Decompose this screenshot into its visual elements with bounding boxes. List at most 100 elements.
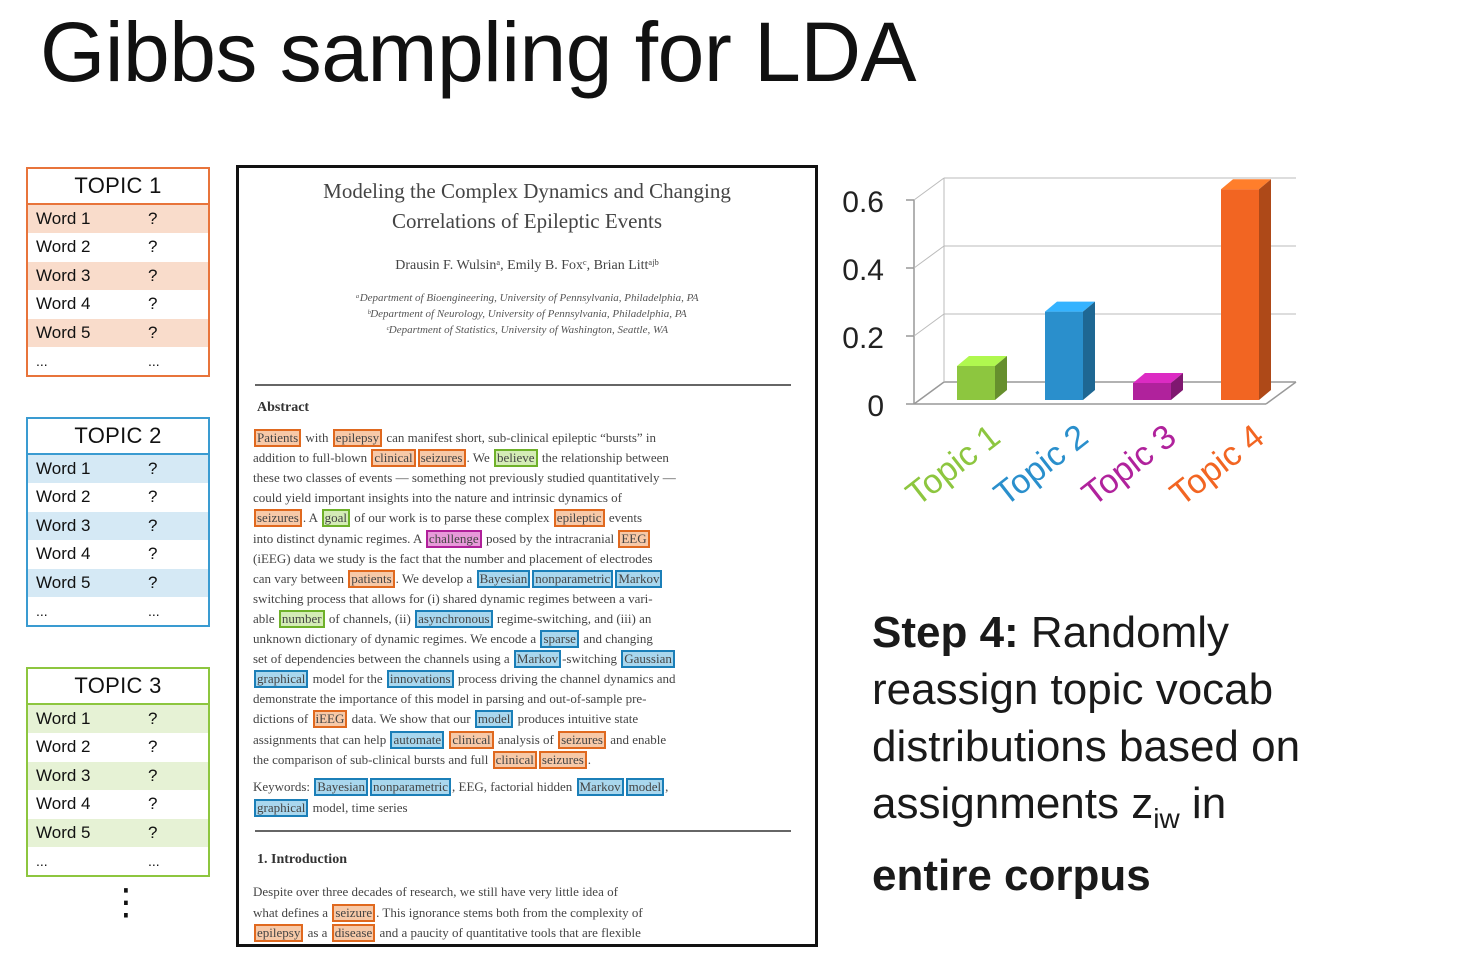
gridline [913,313,945,337]
highlighted-word: clinical [492,750,537,769]
topic-word-row: ...... [28,847,208,875]
paper-text: demonstrate the importance of this model… [253,691,647,707]
topic-word-row: Word 4? [28,790,208,818]
step-text: distributions based on [872,722,1301,771]
bar-top [1221,179,1271,190]
word-probability: ? [148,459,158,478]
paper-text: , EEG, factorial hidden [452,779,576,794]
paper-text-line: what defines a seizure. This ignorance s… [253,903,795,923]
y-tick-label: 0 [867,390,884,423]
paper-text: assignments that can help [253,731,390,747]
word-label: Word 3 [36,765,91,785]
paper-text-line: graphical model, time series [253,798,795,818]
topic-word-row: Word 2? [28,233,208,261]
highlighted-word: nonparametric [369,778,452,796]
highlighted-word: disease [331,924,376,942]
paper-text-line: (iEEG) data we study is the fact that th… [253,549,795,569]
paper-text: the comparison of sub-clinical bursts an… [253,751,492,767]
paper-text: model, time series [309,799,408,815]
paper-text: regime-switching, and (iii) an [493,610,652,626]
paper-affiliations: ᵃDepartment of Bioengineering, Universit… [239,290,815,338]
paper-text: dictions of [253,711,312,727]
bar-topic-2 [1045,301,1095,400]
bar-side [1083,301,1095,400]
paper-title-line2: Correlations of Epileptic Events [391,209,663,233]
highlighted-word: Patients [254,429,302,447]
intro-heading: 1. Introduction [257,852,347,867]
paper-text: (iEEG) data we study is the fact that th… [253,550,653,566]
paper-text-line: Keywords: Bayesian nonparametric, EEG, fa… [253,777,795,797]
paper-text: unknown dictionary of dynamic regimes. W… [253,631,540,646]
topic-word-row: Word 5? [28,318,208,347]
step-emphasis: entire corpus [872,850,1151,900]
word-probability: ? [148,209,158,228]
slide-title: Gibbs sampling for LDA [40,5,917,99]
y-axis-ticks: 0 0.2 0.4 0.6 [842,186,884,423]
paper-text: and a paucity of quantitative tools that… [376,925,641,940]
paper-text: with [302,430,332,445]
word-label: Word 4 [36,794,91,814]
paper-text: of channels, (ii) [325,610,415,626]
word-label: Word 5 [36,322,91,342]
topic-word-row: Word 1? [28,705,208,734]
paper-text-line: into distinct dynamic regimes. A challen… [253,529,795,549]
bar-front [1045,311,1083,400]
highlighted-word: clinical [449,730,494,749]
highlighted-word: sparse [540,630,579,648]
word-probability: ? [148,822,158,842]
topic-word-row: ...... [28,597,208,625]
word-probability: ? [148,572,158,592]
word-label: Word 3 [36,265,91,285]
y-tick-label: 0.6 [842,186,884,219]
word-label: ... [36,852,48,869]
highlighted-word: Gaussian [621,650,675,669]
paper-text-line: addition to full-blown clinical seizures.… [253,448,795,468]
bar-front [1133,383,1171,400]
paper-text: these two classes of events — something … [253,470,676,486]
paper-affiliation: ᵃDepartment of Bioengineering, Universit… [355,292,699,304]
highlighted-word: epileptic [553,509,605,528]
word-probability: ? [148,794,158,814]
word-label: Word 5 [36,572,91,592]
paper-text: and enable [606,731,667,747]
paper-text-line: set of dependencies between the channels… [253,649,795,669]
paper-rule [255,384,791,386]
paper-text: produces intuitive state [514,711,639,727]
chart-bars [957,179,1271,400]
topic-word-row: Word 2? [28,483,208,511]
highlighted-word: seizures [538,750,587,769]
floor-right-edge [1265,381,1297,405]
word-label: Word 1 [36,709,91,728]
bar-topic-4 [1221,179,1271,400]
paper-text-line: Patients with epilepsy can manifest shor… [253,428,795,448]
highlighted-word: iEEG [312,710,348,729]
paper-affiliation: ᶜDepartment of Statistics, University of… [385,324,669,336]
highlighted-word: Bayesian [476,569,531,588]
paper-text: , [665,779,669,794]
paper-text: into distinct dynamic regimes. A [253,530,425,546]
word-label: Word 5 [36,822,91,842]
paper-text-line: can vary between patients. We develop a … [253,569,795,589]
topic-word-row: Word 3? [28,761,208,791]
word-probability: ... [148,602,160,619]
abstract-heading: Abstract [257,400,310,415]
topic-heading: TOPIC 2 [28,419,208,455]
word-probability: ? [148,322,158,342]
paper-title: Modeling the Complex Dynamics and Changi… [239,176,815,236]
paper-title-line1: Modeling the Complex Dynamics and Changi… [323,179,731,203]
word-probability: ? [148,765,158,785]
topic-word-row: Word 4? [28,290,208,318]
step-text: Randomly [1018,608,1230,657]
word-label: Word 1 [36,209,91,228]
topic-box-3: TOPIC 3 Word 1? Word 2? Word 3? Word 4? Word … [26,667,210,878]
step-text: reassign topic vocab [872,665,1274,714]
word-probability: ? [148,487,158,507]
paper-text: could yield important insights into the … [253,490,622,506]
paper-text-line: graphical model for the innovations proc… [253,669,795,689]
paper-text: can manifest short, sub-clinical epilept… [383,430,657,445]
highlighted-word: model [625,778,665,796]
paper-text: . This ignorance stems both from the com… [376,904,643,920]
paper-text-line: assignments that can help automate clini… [253,730,795,750]
highlighted-word: Bayesian [314,778,368,796]
